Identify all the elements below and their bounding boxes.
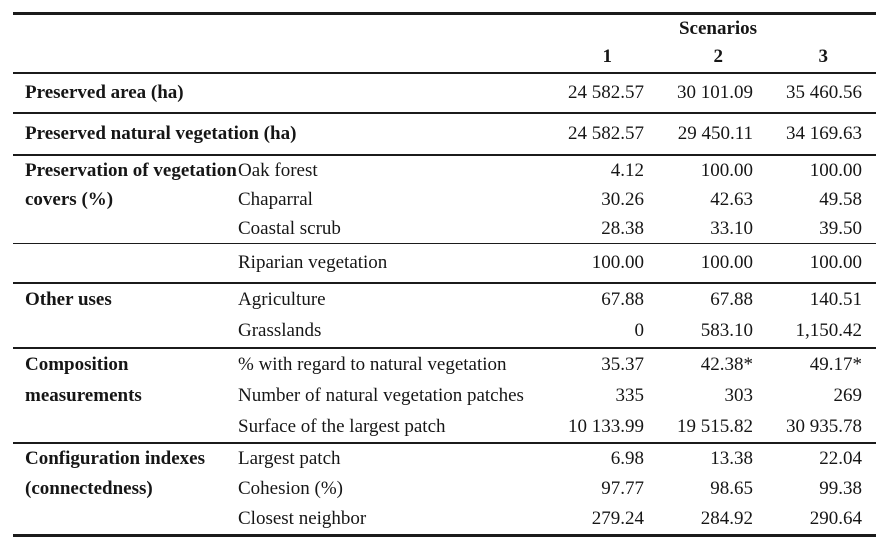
value-cell: 29 450.11 [677,123,753,144]
value-cell: 100.00 [809,252,862,273]
value-cell: 42.63 [710,188,753,210]
value-cell: 67.88 [601,288,644,310]
value-cell: 10 133.99 [568,415,644,437]
table-row: Grasslands 0 583.10 1,150.42 [13,316,876,348]
value-cell: 279.24 [591,508,644,529]
horizontal-rule [13,282,876,284]
table-header-group-row: Scenarios [13,15,876,42]
value-cell: 34 169.63 [786,123,862,144]
value-cell: 39.50 [819,217,862,239]
horizontal-rule [13,154,876,156]
horizontal-rule [13,72,876,74]
row-sublabel: Oak forest [238,159,318,181]
section-riparian-vegetation: Riparian vegetation 100.00 100.00 100.00 [13,244,876,282]
value-cell: 335 [615,384,645,406]
row-sublabel: % with regard to natural vegetation [238,353,507,375]
value-cell: 290.64 [809,508,862,529]
row-label: Preserved area (ha) [25,82,184,103]
table-top-rule [13,12,876,15]
value-cell: 6.98 [610,448,644,469]
table-row: Chaparral 30.26 42.63 49.58 [13,185,876,214]
table-row: Largest patch 6.98 13.38 22.04 [13,444,876,474]
table-row: Number of natural vegetation patches 335… [13,380,876,411]
value-cell: 19 515.82 [677,415,753,437]
value-cell: 97.77 [601,478,644,499]
section-vegetation-covers: Preservation of vegetation covers (%) Oa… [13,156,876,243]
section-composition-measurements: Composition measurements % with regard t… [13,349,876,442]
column-header-scenario-1: 1 [602,46,613,67]
scenarios-group-header: Scenarios [678,17,758,39]
horizontal-rule [13,442,876,444]
table-row: Closest neighbor 279.24 284.92 290.64 [13,504,876,534]
row-sublabel: Riparian vegetation [238,252,388,273]
row-label: Other uses [25,289,112,310]
row-sublabel: Largest patch [238,448,341,469]
value-cell: 269 [833,384,863,406]
row-sublabel: Closest neighbor [238,508,367,529]
value-cell: 583.10 [700,320,753,342]
column-header-scenario-3: 3 [818,46,829,67]
row-sublabel: Coastal scrub [238,217,341,239]
section-configuration-indexes: Configuration indexes (connectedness) La… [13,444,876,534]
value-cell: 28.38 [601,217,644,239]
value-cell: 13.38 [710,448,753,469]
row-label: Composition measurements [25,354,142,406]
value-cell: 30.26 [601,188,644,210]
value-cell: 30 935.78 [786,415,862,437]
value-cell: 100.00 [700,159,753,181]
value-cell: 24 582.57 [568,82,644,103]
value-cell: 0 [634,320,645,342]
table-bottom-rule [13,534,876,537]
table-row: Riparian vegetation 100.00 100.00 100.00 [13,244,876,282]
table-row: 24 582.57 30 101.09 35 460.56 [13,74,876,112]
value-cell: 67.88 [710,288,753,310]
table-row: Oak forest 4.12 100.00 100.00 [13,156,876,185]
value-cell: 35.37 [601,353,644,375]
value-cell: 4.12 [610,159,644,181]
value-cell: 98.65 [710,478,753,499]
value-cell: 35 460.56 [786,82,862,103]
section-other-uses: Other uses Agriculture 67.88 67.88 140.5… [13,284,876,347]
table-row: % with regard to natural vegetation 35.3… [13,349,876,380]
section-preserved-area: Preserved area (ha) 24 582.57 30 101.09 … [13,74,876,112]
horizontal-rule [13,347,876,349]
row-sublabel: Grasslands [238,320,322,342]
value-cell: 100.00 [700,252,753,273]
row-sublabel: Chaparral [238,188,313,210]
value-cell: 30 101.09 [677,82,753,103]
value-cell: 1,150.42 [795,320,863,342]
table-row: Surface of the largest patch 10 133.99 1… [13,411,876,442]
value-cell: 140.51 [809,288,862,310]
value-cell: 49.17* [809,353,862,375]
value-cell: 284.92 [700,508,753,529]
row-label: Preservation of vegetation covers (%) [25,160,237,210]
value-cell: 303 [724,384,754,406]
row-sublabel: Cohesion (%) [238,478,344,499]
value-cell: 33.10 [710,217,753,239]
row-sublabel: Agriculture [238,288,326,310]
section-preserved-natural-vegetation: Preserved natural vegetation (ha) 24 582… [13,114,876,154]
column-header-scenario-2: 2 [713,46,724,67]
value-cell: 49.58 [819,188,862,210]
results-table: Scenarios 1 2 3 Preserved area (ha) 24 5… [13,12,876,537]
value-cell: 24 582.57 [568,123,644,144]
value-cell: 100.00 [809,159,862,181]
table-row: Agriculture 67.88 67.88 140.51 [13,284,876,316]
value-cell: 100.00 [591,252,644,273]
horizontal-rule-thin [13,243,876,244]
value-cell: 22.04 [819,448,862,469]
row-label: Preserved natural vegetation (ha) [25,123,297,144]
horizontal-rule [13,112,876,114]
row-sublabel: Surface of the largest patch [238,415,446,437]
table-header-columns-row: 1 2 3 [13,42,876,72]
row-label: Configuration indexes (connectedness) [25,448,205,499]
table-row: Coastal scrub 28.38 33.10 39.50 [13,214,876,243]
value-cell: 42.38* [700,353,753,375]
table-row: 24 582.57 29 450.11 34 169.63 [13,114,876,154]
table-row: Cohesion (%) 97.77 98.65 99.38 [13,474,876,504]
value-cell: 99.38 [819,478,862,499]
row-sublabel: Number of natural vegetation patches [238,384,524,406]
